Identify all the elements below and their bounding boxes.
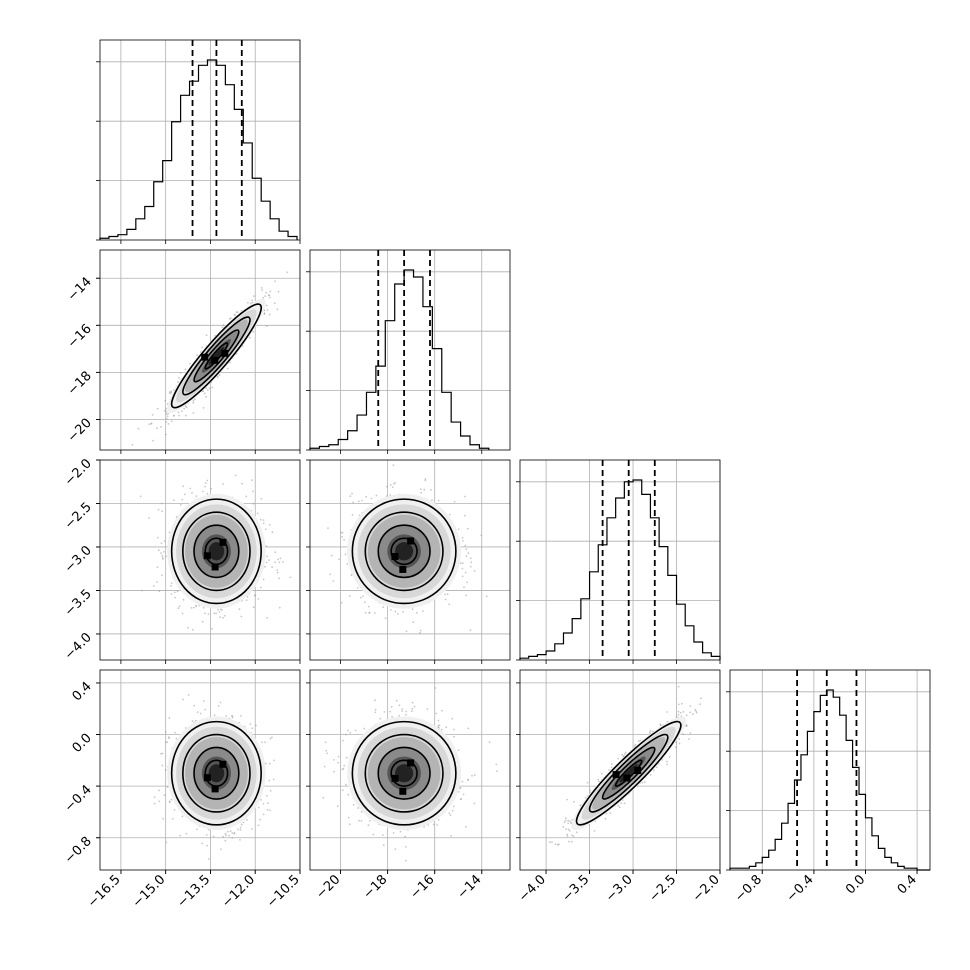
contour-line <box>377 524 431 579</box>
y-tick-label: −20 <box>65 416 95 446</box>
y-tick-label: 0.0 <box>70 731 95 756</box>
contour-line <box>170 303 262 409</box>
x-tick-label: −18 <box>360 872 390 902</box>
contour-line <box>204 537 229 566</box>
y-tick-label: 0.4 <box>70 679 95 704</box>
histogram-panel <box>306 249 511 454</box>
histogram-panel <box>726 669 931 874</box>
density-panel <box>306 669 511 874</box>
contour-line <box>364 733 444 813</box>
x-tick-label: −2.5 <box>646 872 679 905</box>
y-tick-label: −0.8 <box>62 834 95 867</box>
density-panel <box>516 669 721 874</box>
y-tick-label: −2.5 <box>62 500 95 533</box>
y-tick-label: −18 <box>65 369 95 399</box>
y-tick-label: −0.4 <box>62 782 95 815</box>
x-tick-label: −16 <box>408 872 438 902</box>
x-tick-label: −2.0 <box>690 872 723 905</box>
density-panel <box>96 249 301 454</box>
x-tick-label: −4.0 <box>516 872 549 905</box>
x-tick-label: −12.0 <box>219 872 258 911</box>
contour-line <box>182 511 251 592</box>
contour-line <box>614 759 643 787</box>
histogram-step <box>309 269 490 450</box>
contour-line <box>193 329 240 383</box>
y-tick-label: −14 <box>65 274 95 304</box>
histogram-panel <box>96 39 301 244</box>
y-tick-label: −3.0 <box>62 543 95 576</box>
histogram-panel <box>516 459 721 664</box>
y-tick-label: −3.5 <box>62 587 95 620</box>
contour-line <box>182 316 251 396</box>
contour-line <box>204 759 229 787</box>
x-tick-label: 0.4 <box>895 872 920 897</box>
histogram-step <box>99 59 298 240</box>
contour-line <box>170 498 262 605</box>
contour-line <box>351 720 457 826</box>
contour-line <box>193 524 240 579</box>
contour-line <box>390 759 418 787</box>
x-tick-label: −13.5 <box>174 872 213 911</box>
y-tick-label: −4.0 <box>62 630 95 663</box>
contour-line <box>377 746 431 800</box>
contour-line <box>193 746 240 800</box>
y-tick-label: −2.0 <box>62 456 95 489</box>
y-tick-label: −16 <box>65 322 95 352</box>
x-tick-label: −10.5 <box>264 872 303 911</box>
contour-line <box>575 720 682 826</box>
density-panel <box>96 459 301 664</box>
x-tick-label: −3.0 <box>603 872 636 905</box>
x-tick-label: −16.5 <box>85 872 124 911</box>
contour-line <box>351 498 457 605</box>
contour-line <box>182 733 251 813</box>
contour-line <box>170 720 262 826</box>
histogram-step <box>519 479 721 660</box>
x-tick-label: 0.0 <box>843 872 868 897</box>
contour-line <box>601 746 656 800</box>
x-tick-label: −3.5 <box>559 872 592 905</box>
x-tick-label: −20 <box>313 872 343 902</box>
x-tick-label: −15.0 <box>130 872 169 911</box>
density-panel <box>306 459 511 664</box>
histogram-step <box>729 689 930 871</box>
contour-line <box>588 733 669 813</box>
contour-line <box>390 537 418 566</box>
density-panel <box>96 669 301 874</box>
contour-line <box>364 511 444 592</box>
contour-line <box>204 342 229 370</box>
x-tick-label: −0.8 <box>732 872 765 905</box>
x-tick-label: −0.4 <box>784 872 817 905</box>
x-tick-label: −14 <box>455 872 485 902</box>
